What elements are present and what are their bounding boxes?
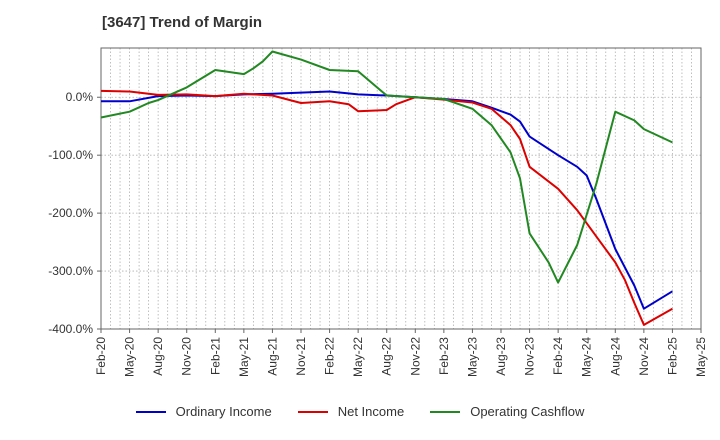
y-axis: 0.0% -100.0% -200.0% -300.0% -400.0% bbox=[48, 90, 101, 336]
x-tick-label: Aug-22 bbox=[380, 337, 394, 376]
x-tick-label: Feb-21 bbox=[208, 337, 222, 375]
x-tick-label: Aug-20 bbox=[151, 337, 165, 376]
x-tick-label: May-24 bbox=[580, 337, 594, 377]
x-tick-label: May-22 bbox=[351, 337, 365, 377]
y-tick-label: -200.0% bbox=[48, 206, 93, 220]
x-tick-label: May-20 bbox=[123, 337, 137, 377]
legend-item: Net Income bbox=[297, 404, 405, 419]
series-line-operating-cashflow bbox=[100, 50, 673, 284]
legend-swatch bbox=[297, 410, 328, 413]
x-tick-label: Aug-24 bbox=[608, 337, 622, 376]
x-tick-label: Nov-20 bbox=[180, 337, 194, 376]
x-tick-label: Feb-22 bbox=[323, 337, 337, 375]
x-tick-label: Nov-24 bbox=[637, 337, 651, 376]
legend-item: Operating Cashflow bbox=[430, 404, 584, 419]
x-tick-label: Feb-24 bbox=[551, 337, 565, 375]
x-tick-label: May-23 bbox=[465, 337, 479, 377]
x-tick-label: Feb-20 bbox=[94, 337, 108, 375]
legend-item: Ordinary Income bbox=[135, 404, 272, 419]
x-tick-label: Feb-23 bbox=[437, 337, 451, 375]
legend: Ordinary Income Net Income Operating Cashf… bbox=[0, 404, 720, 419]
y-tick-label: -100.0% bbox=[48, 148, 93, 162]
series-layer bbox=[100, 50, 673, 326]
x-tick-label: May-25 bbox=[694, 337, 708, 377]
x-tick-label: Nov-23 bbox=[523, 337, 537, 376]
x-tick-label: Aug-23 bbox=[494, 337, 508, 376]
plot-frame bbox=[100, 47, 702, 330]
legend-label: Net Income bbox=[337, 404, 405, 419]
y-tick-label: -300.0% bbox=[48, 264, 93, 278]
x-tick-label: Feb-25 bbox=[665, 337, 679, 375]
y-tick-label: 0.0% bbox=[66, 90, 94, 104]
x-tick-label: Nov-21 bbox=[294, 337, 308, 376]
legend-swatch bbox=[430, 410, 461, 413]
legend-swatch bbox=[135, 410, 166, 413]
legend-label: Ordinary Income bbox=[175, 404, 272, 419]
grid bbox=[101, 48, 701, 329]
y-tick-label: -400.0% bbox=[48, 322, 93, 336]
x-tick-label: Nov-22 bbox=[408, 337, 422, 376]
x-axis: Feb-20 May-20 Aug-20 Nov-20 Feb-21 May-21 Aug-… bbox=[94, 329, 708, 377]
x-tick-label: May-21 bbox=[237, 337, 251, 377]
legend-label: Operating Cashflow bbox=[470, 404, 585, 419]
x-tick-label: Aug-21 bbox=[265, 337, 279, 376]
chart-title: [3647] Trend of Margin bbox=[102, 14, 263, 31]
